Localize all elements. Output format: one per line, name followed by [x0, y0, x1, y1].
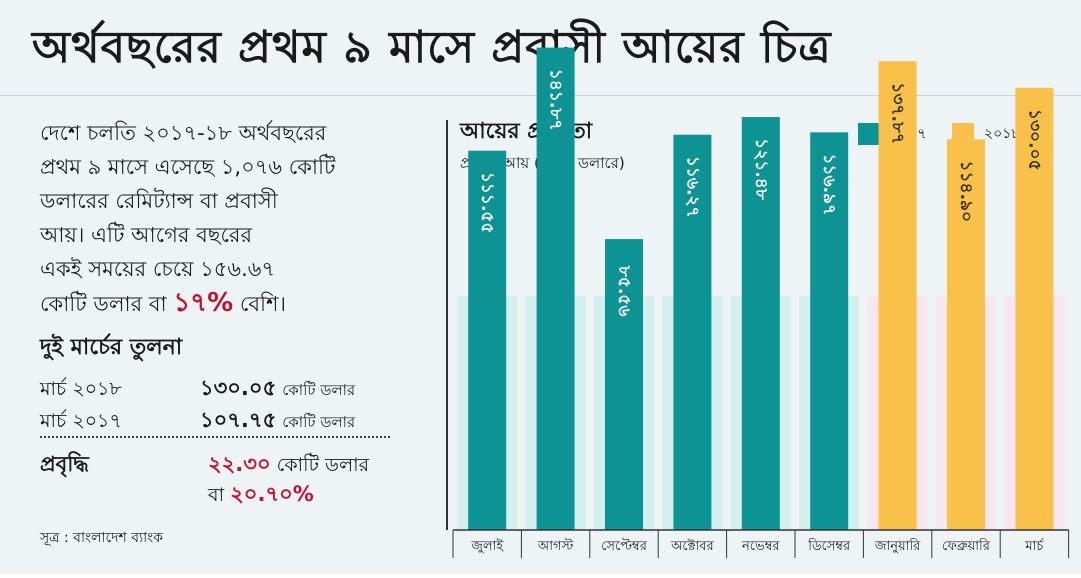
x-tick-label: নভেম্বর	[741, 539, 780, 554]
bar-2017	[605, 239, 643, 530]
comparison-unit: কোটি ডলার	[282, 381, 356, 399]
comparison-label: মার্চ ২০১৭	[40, 410, 122, 432]
growth-percent: ২০.৭০%	[230, 482, 314, 506]
bar-value-label: ১৩৭.৮৭	[888, 82, 908, 144]
x-tick-label: মার্চ	[1024, 538, 1044, 554]
growth-value-row: ২২.৩০ কোটি ডলার	[208, 448, 369, 483]
summary-text: দেশে চলতি ২০১৭-১৮ অর্থবছরের প্রথম ৯ মাসে…	[40, 116, 420, 321]
bar-value-label: ১৩০.০৫	[1024, 109, 1044, 171]
bar-value-label: ১১১.৫৫	[477, 172, 497, 234]
growth-percent-highlight: ১৭%	[173, 288, 234, 318]
summary-line: ডলারের রেমিট্যান্স বা প্রবাসী	[40, 189, 278, 213]
x-tick-label: জুলাই	[470, 538, 504, 554]
bar-2018	[878, 61, 917, 530]
bar-2018	[947, 139, 985, 531]
x-tick-label: অক্টোবর	[670, 539, 714, 554]
bar-2017	[536, 47, 575, 530]
bar-value-label: ১১৪.৯০	[956, 160, 976, 222]
source-note: সূত্র : বাংলাদেশ ব্যাংক	[40, 530, 163, 546]
bar-2017	[741, 117, 780, 530]
summary-line: দেশে চলতি ২০১৭-১৮ অর্থবছরের	[40, 121, 327, 145]
bar-2017	[468, 150, 507, 530]
x-tick-label: সেপ্টেম্বর	[601, 538, 648, 554]
comparison-row-march-2018: মার্চ ২০১৮ ১৩০.০৫ কোটি ডলার	[40, 372, 355, 407]
bar-2017	[810, 132, 849, 531]
summary-line: একই সময়ের চেয়ে ১৫৬.৬৭	[40, 257, 276, 281]
growth-pct-prefix: বা	[208, 484, 225, 506]
bar-value-label: ১১৬.২৭	[682, 156, 702, 218]
summary-text-pre: কোটি ডলার বা	[40, 292, 174, 316]
x-tick-label: ফেব্রুয়ারি	[942, 538, 991, 554]
bar-value-label: ১৪১.৮৭	[546, 69, 566, 131]
bar-2018	[1015, 87, 1054, 531]
summary-line: আয়। এটি আগের বছরের	[40, 223, 253, 247]
growth-label: প্রবৃদ্ধি	[40, 452, 89, 476]
x-tick-label: ডিসেম্বর	[807, 538, 851, 554]
x-tick-label: আগস্ট	[537, 538, 574, 554]
comparison-label: মার্চ ২০১৮	[40, 378, 122, 400]
growth-unit: কোটি ডলার	[276, 454, 370, 476]
bar-value-label: ১২১.৪৮	[751, 138, 771, 201]
bar-value-label: ১১৬.৯৭	[819, 153, 839, 215]
comparison-unit: কোটি ডলার	[282, 413, 356, 431]
comparison-row-march-2017: মার্চ ২০১৭ ১০৭.৭৫ কোটি ডলার	[40, 404, 355, 439]
comparison-title: দুই মার্চের তুলনা	[40, 335, 183, 360]
chart-left-rule	[446, 120, 448, 530]
comparison-divider	[40, 436, 390, 438]
bar-2017	[673, 134, 712, 530]
bottom-strip	[0, 574, 1081, 578]
summary-text-post: বেশি।	[233, 292, 286, 316]
x-tick-label: জানুয়ারি	[874, 538, 921, 554]
summary-line: কোটি ডলার বা ১৭% বেশি।	[40, 286, 420, 321]
legend-swatch-2017	[858, 123, 880, 145]
growth-value: ২২.৩০	[208, 452, 271, 476]
comparison-value: ১০৭.৭৫	[200, 408, 277, 432]
bar-value-label: ৮৫.৫৬	[614, 265, 634, 317]
legend-label: ২০১৮	[984, 126, 1021, 142]
page-title: অর্থবছরের প্রথম ৯ মাসে প্রবাসী আয়ের চিত…	[32, 22, 832, 73]
comparison-value: ১৩০.০৫	[200, 376, 277, 400]
growth-percent-row: বা ২০.৭০%	[208, 478, 314, 513]
summary-line: প্রথম ৯ মাসে এসেছে ১,০৭৬ কোটি	[40, 155, 336, 179]
